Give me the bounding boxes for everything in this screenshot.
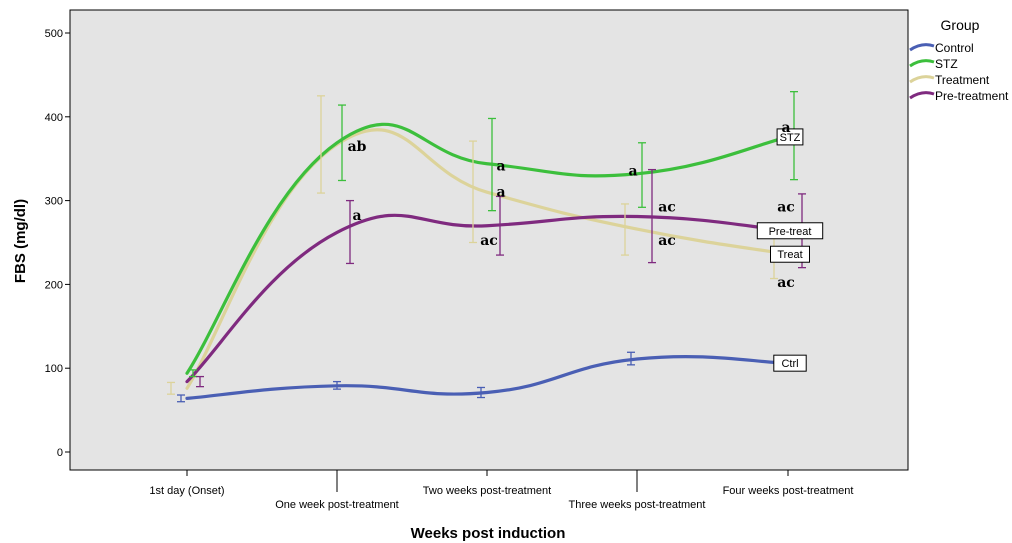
legend-item-stz: STZ xyxy=(909,57,958,71)
error-bar-pre-treatment-0 xyxy=(196,375,204,388)
error-bar-control-0 xyxy=(177,394,185,403)
error-bar-pre-treatment-3 xyxy=(648,168,656,264)
legend-title: Group xyxy=(941,17,980,33)
legend-item-pre-treatment: Pre-treatment xyxy=(909,89,1009,103)
significance-label-8: a xyxy=(781,120,790,136)
error-bar-stz-3 xyxy=(638,142,646,208)
error-bar-treatment-3 xyxy=(621,203,629,256)
significance-label-6: ac xyxy=(658,199,676,215)
error-bar-control-2 xyxy=(477,386,485,399)
significance-label-2: a xyxy=(496,158,505,174)
x-tick-label-4: Four weeks post-treatment xyxy=(723,485,854,497)
end-label-box xyxy=(776,128,804,146)
legend-item-treatment: Treatment xyxy=(909,73,990,87)
end-label-text: Ctrl xyxy=(781,358,798,370)
legend-label: Control xyxy=(935,41,974,55)
series-line-pre-treatment xyxy=(185,213,790,384)
significance-label-3: a xyxy=(496,184,505,200)
series-line-control xyxy=(185,355,790,400)
error-bar-stz-1 xyxy=(338,104,346,182)
y-axis-title: FBS (mg/dl) xyxy=(12,199,29,283)
error-bar-control-1 xyxy=(333,380,341,390)
legend-label: STZ xyxy=(935,57,958,71)
significance-label-0: ab xyxy=(348,139,367,155)
end-label-pre-treatment: Pre-treat xyxy=(756,222,824,240)
series-line-treatment xyxy=(185,128,790,390)
x-tick-label-3: Three weeks post-treatment xyxy=(569,499,706,511)
significance-label-1: a xyxy=(352,208,361,224)
legend-label: Treatment xyxy=(935,73,990,87)
end-label-text: Treat xyxy=(777,249,802,261)
y-tick-label-400: 400 xyxy=(45,112,63,124)
y-tick-label-200: 200 xyxy=(45,279,63,291)
y-tick-label-0: 0 xyxy=(57,447,63,459)
y-tick-label-300: 300 xyxy=(45,196,63,208)
end-label-text: STZ xyxy=(780,132,801,144)
error-bar-stz-0 xyxy=(189,369,197,378)
series-line-stz xyxy=(185,122,790,375)
end-label-treatment: Treat xyxy=(770,245,810,263)
error-bar-treatment-2 xyxy=(469,140,477,244)
end-label-box xyxy=(770,245,810,263)
significance-label-9: ac xyxy=(777,199,795,215)
end-label-box xyxy=(756,222,824,240)
y-tick-label-100: 100 xyxy=(45,363,63,375)
significance-label-5: a xyxy=(628,163,637,179)
error-bar-pre-treatment-2 xyxy=(496,195,504,256)
error-bar-treatment-0 xyxy=(167,381,175,395)
error-bar-treatment-1 xyxy=(317,95,325,194)
legend-swatch xyxy=(909,91,935,100)
significance-label-7: ac xyxy=(658,233,676,249)
significance-label-4: ac xyxy=(480,233,498,249)
x-axis-title: Weeks post induction xyxy=(411,525,566,542)
error-bars xyxy=(167,91,806,403)
end-label-stz: STZ xyxy=(776,128,804,146)
legend: Control STZ Treatment Pre-treatment xyxy=(909,41,1009,103)
x-tick-label-2: Two weeks post-treatment xyxy=(423,485,551,497)
error-bar-control-3 xyxy=(627,351,635,366)
end-label-control: Ctrl xyxy=(773,354,807,372)
legend-label: Pre-treatment xyxy=(935,89,1009,103)
x-tick-label-1: One week post-treatment xyxy=(275,499,399,511)
series-lines xyxy=(185,122,790,400)
error-bar-stz-2 xyxy=(488,117,496,212)
legend-swatch xyxy=(909,59,935,68)
end-label-box xyxy=(773,354,807,372)
x-tick-label-0: 1st day (Onset) xyxy=(149,485,224,497)
legend-item-control: Control xyxy=(909,41,974,55)
y-tick-label-500: 500 xyxy=(45,28,63,40)
end-label-text: Pre-treat xyxy=(769,226,812,238)
legend-swatch xyxy=(909,75,935,84)
error-bar-pre-treatment-1 xyxy=(346,199,354,265)
legend-swatch xyxy=(909,43,935,52)
significance-label-10: ac xyxy=(777,275,795,291)
axes: 0 100 200 300 400 500 1st day (Onset) One week … xyxy=(45,28,854,511)
